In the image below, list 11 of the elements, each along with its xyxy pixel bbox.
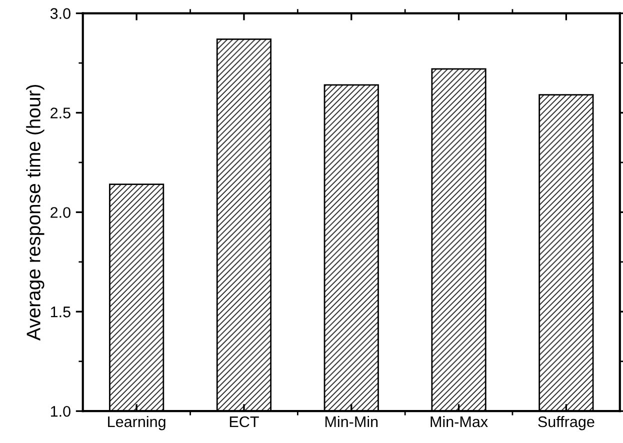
x-tick-label: Learning — [108, 416, 166, 430]
x-tick-label: Min-Min — [325, 416, 378, 428]
x-tick-label: ECT — [230, 416, 259, 428]
y-tick-label: 2.0 — [50, 207, 70, 218]
y-axis-title: Average response time (hour) — [26, 84, 44, 341]
y-tick-label: 3.0 — [50, 8, 70, 19]
y-tick-label: 1.5 — [50, 306, 70, 318]
y-tick-label: 1.0 — [50, 406, 70, 417]
x-tick-label: Suffrage — [538, 416, 594, 430]
x-tick-label: Min-Max — [430, 416, 488, 428]
y-tick-label: 2.5 — [50, 108, 70, 118]
